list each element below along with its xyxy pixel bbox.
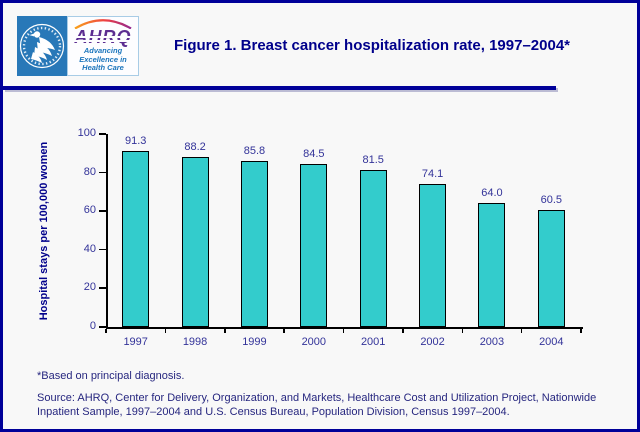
y-tick (99, 171, 106, 174)
x-tick (164, 329, 167, 333)
header-divider (3, 86, 556, 90)
logo-cut-line (72, 36, 134, 38)
bar (240, 161, 268, 327)
bar-value-label: 60.5 (540, 194, 563, 207)
x-tick (224, 329, 226, 333)
footnote: *Based on principal diagnosis. (37, 370, 185, 382)
y-tick-label: 80 (83, 165, 96, 178)
chart-canvas: Hospital stays per 100,000 women 91.3 199… (3, 3, 637, 429)
y-axis-title-text: Hospital stays per 100,000 women (38, 141, 50, 320)
ahrq-acronym: AHRQ (72, 28, 134, 46)
ahrq-logo: AHRQ Advancing Excellence in Health Care (67, 16, 139, 76)
tagline-line-2: Excellence in (79, 54, 127, 64)
hhs-eagle-graphic (19, 23, 65, 69)
x-tick-label: 1997 (123, 336, 148, 348)
x-tick (402, 329, 404, 333)
y-tick-label: 0 (89, 320, 96, 332)
bar (300, 163, 328, 327)
bar (478, 203, 506, 327)
tagline-line-3: Health Care (82, 63, 124, 72)
plot-area (106, 134, 581, 327)
x-tick (461, 329, 463, 333)
bar (122, 150, 150, 327)
x-tick (580, 329, 582, 333)
bar-value-label: 84.5 (303, 147, 325, 160)
bar-value-label: 91.3 (124, 134, 147, 147)
y-tick-label: 60 (83, 204, 96, 217)
bar-value-label: 88.2 (184, 140, 206, 153)
bar (419, 184, 447, 327)
y-axis-line (106, 134, 108, 329)
bar-value-label: 74.1 (421, 167, 444, 180)
y-tick (99, 287, 106, 289)
ahrq-tagline: Advancing Excellence in Health Care (79, 46, 127, 73)
bar (181, 156, 209, 327)
x-tick (342, 329, 345, 333)
bar-value-label: 64.0 (481, 187, 503, 200)
bar-value-label: 85.8 (243, 145, 266, 158)
x-axis-line (106, 327, 583, 329)
x-tick-label: 2004 (539, 336, 564, 348)
source-text: Source: AHRQ, Center for Delivery, Organ… (37, 392, 597, 418)
tagline-line-1: Advancing (83, 46, 123, 55)
bar (359, 169, 387, 327)
y-tick (99, 210, 106, 212)
bar (537, 210, 565, 327)
y-tick (99, 326, 106, 328)
x-tick-label: 2000 (301, 336, 327, 348)
figure-title: Figure 1. Breast cancer hospitalization … (173, 37, 570, 54)
logo-cut-line (72, 40, 134, 42)
x-tick (520, 329, 523, 333)
y-tick-label: 40 (83, 242, 96, 255)
y-axis-title: Hospital stays per 100,000 women (33, 134, 55, 327)
y-tick (99, 133, 106, 135)
x-tick-label: 2001 (360, 336, 386, 348)
ahrq-hhs-logo: AHRQ Advancing Excellence in Health Care (17, 16, 139, 76)
x-tick-label: 2002 (420, 336, 445, 348)
x-tick-label: 2003 (479, 336, 505, 348)
hhs-seal-icon (17, 16, 67, 76)
bar-value-label: 81.5 (362, 153, 384, 166)
y-tick-label: 20 (83, 281, 96, 294)
x-tick (105, 329, 107, 333)
x-tick-label: 1998 (182, 336, 208, 348)
y-tick-label: 100 (77, 127, 96, 139)
x-tick (283, 329, 285, 333)
rainbow-arc-icon (74, 19, 132, 29)
y-tick (99, 248, 106, 251)
x-tick-label: 1999 (242, 336, 267, 348)
